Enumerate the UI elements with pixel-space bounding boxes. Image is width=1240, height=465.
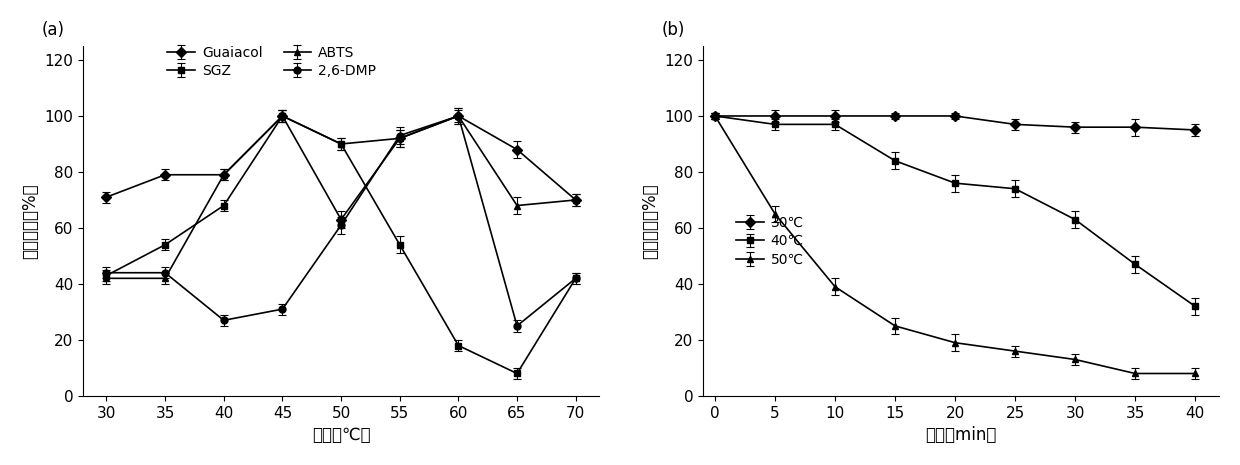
Y-axis label: 相对活力（%）: 相对活力（%） (641, 183, 658, 259)
Text: (a): (a) (42, 21, 64, 39)
X-axis label: 时间（min）: 时间（min） (925, 426, 997, 444)
Text: (b): (b) (662, 21, 684, 39)
Legend: Guaiacol, SGZ, ABTS, 2,6-DMP: Guaiacol, SGZ, ABTS, 2,6-DMP (167, 46, 376, 78)
Y-axis label: 相对活力（%）: 相对活力（%） (21, 183, 38, 259)
X-axis label: 温度（℃）: 温度（℃） (311, 426, 371, 444)
Legend: 30℃, 40℃, 50℃: 30℃, 40℃, 50℃ (735, 216, 804, 266)
